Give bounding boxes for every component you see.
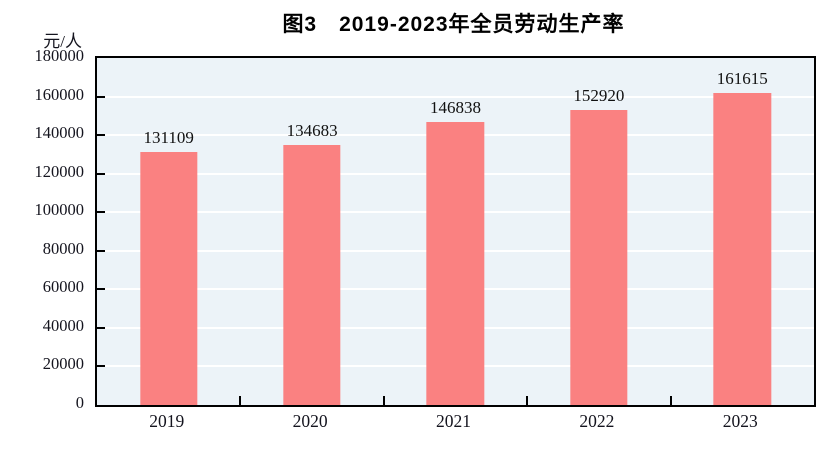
bar-slot: 161615 (671, 58, 814, 405)
gridline (97, 95, 814, 98)
y-tick-mark (97, 288, 105, 291)
bar-value-label: 134683 (286, 121, 338, 141)
x-tick-mark (669, 396, 672, 405)
bar-value-label: 131109 (143, 128, 194, 148)
bar-2019 (140, 152, 198, 405)
bar-2022 (570, 110, 628, 405)
x-tick-label: 2020 (292, 411, 328, 431)
bar-slot: 134683 (240, 58, 383, 405)
plot-area: 131109 134683 146838 152920 161615 (95, 56, 816, 407)
bar-value-label: 161615 (716, 69, 768, 89)
bar-slot: 152920 (527, 58, 670, 405)
y-tick-label: 0 (75, 392, 84, 412)
y-tick-label: 180000 (34, 45, 85, 65)
x-tick-label: 2019 (149, 411, 185, 431)
x-tick-mark (526, 396, 529, 405)
bar-2023 (713, 93, 771, 405)
x-tick-label: 2022 (579, 411, 615, 431)
bar-slot: 131109 (97, 58, 240, 405)
y-tick-label: 20000 (42, 354, 84, 374)
y-tick-label: 40000 (42, 315, 84, 335)
bar-value-label: 152920 (573, 86, 625, 106)
bar-2021 (426, 121, 485, 405)
y-tick-mark (97, 134, 105, 137)
bar-slot: 146838 (384, 58, 527, 405)
x-tick-label: 2021 (436, 411, 471, 431)
y-tick-mark (97, 172, 105, 175)
y-tick-mark (97, 95, 105, 98)
y-axis-tick-labels: 0 20000 40000 60000 80000 100000 120000 140000 1… (0, 47, 85, 410)
y-tick-label: 160000 (34, 84, 85, 104)
y-tick-mark (97, 365, 105, 368)
y-axis-unit-label: 元/人 (43, 32, 82, 51)
chart-title: 图3 2019-2023年全员劳动生产率 (282, 13, 625, 36)
x-tick-mark (239, 396, 242, 405)
x-tick-label: 2023 (722, 411, 758, 431)
bar-value-label: 146838 (429, 97, 481, 117)
y-tick-label: 100000 (34, 199, 85, 219)
x-axis-tick-labels: 2019 2020 2021 2022 2023 (95, 411, 812, 441)
y-tick-mark (97, 211, 105, 214)
y-tick-label: 120000 (34, 161, 85, 181)
y-tick-label: 140000 (34, 122, 85, 142)
x-tick-mark (382, 396, 385, 405)
y-tick-mark (97, 249, 105, 252)
y-tick-label: 60000 (42, 277, 84, 297)
y-tick-label: 80000 (42, 238, 84, 258)
y-tick-mark (97, 326, 105, 329)
bar-2020 (283, 145, 341, 405)
